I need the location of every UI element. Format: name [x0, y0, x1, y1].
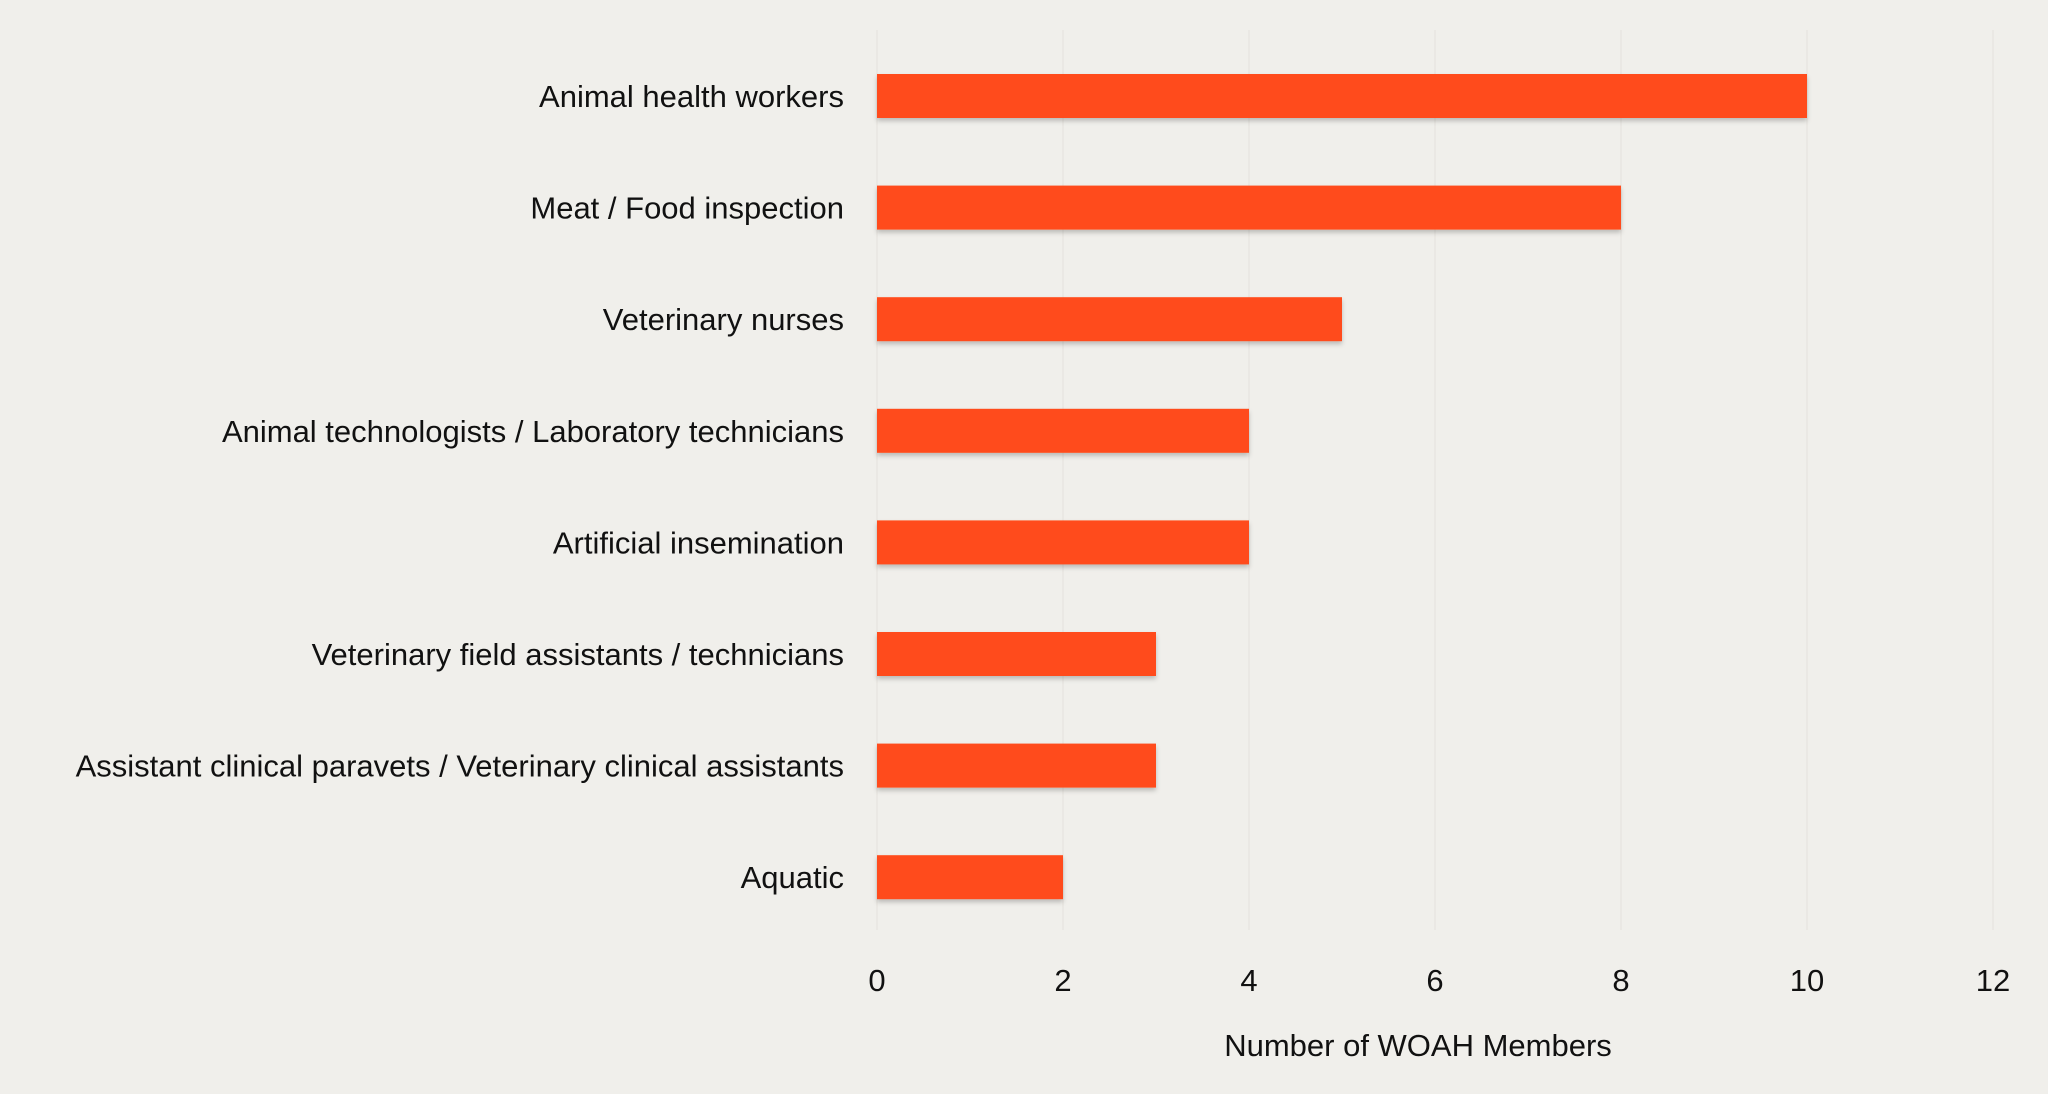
- bar: [877, 632, 1156, 676]
- bar: [877, 297, 1342, 342]
- x-axis-ticks: 0 2 4 6 8 10 12: [868, 963, 2010, 998]
- category-label: Aquatic: [741, 860, 844, 895]
- bar: [877, 408, 1249, 453]
- category-label: Artificial insemination: [553, 525, 844, 560]
- category-label: Assistant clinical paravets / Veterinary…: [76, 749, 844, 784]
- x-tick-label: 12: [1976, 963, 2010, 998]
- bars: [877, 74, 1807, 900]
- bar: [877, 855, 1063, 900]
- grid-lines: [876, 30, 1994, 930]
- bar: [877, 74, 1807, 118]
- x-tick-label: 10: [1790, 963, 1824, 998]
- category-label: Veterinary nurses: [603, 302, 844, 337]
- category-label: Veterinary field assistants / technician…: [312, 637, 844, 672]
- bar: [877, 743, 1156, 788]
- x-tick-label: 2: [1054, 963, 1071, 998]
- bar: [877, 520, 1249, 565]
- x-tick-label: 6: [1426, 963, 1443, 998]
- x-tick-label: 4: [1240, 963, 1257, 998]
- x-axis-title: Number of WOAH Members: [1224, 1028, 1612, 1063]
- category-labels: Animal health workers Meat / Food inspect…: [76, 79, 844, 895]
- category-label: Animal health workers: [539, 79, 844, 114]
- category-label: Animal technologists / Laboratory techni…: [222, 414, 844, 449]
- x-tick-label: 0: [868, 963, 885, 998]
- x-tick-label: 8: [1612, 963, 1629, 998]
- category-label: Meat / Food inspection: [530, 191, 844, 226]
- bar: [877, 185, 1621, 230]
